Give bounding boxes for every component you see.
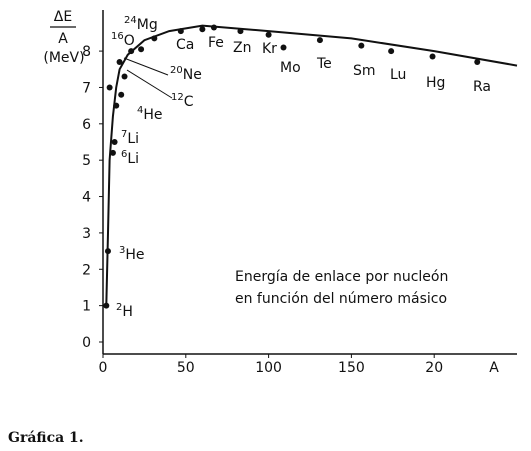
y-tick-label: 1	[82, 299, 91, 315]
data-point	[128, 48, 135, 55]
x-tick-label: 150	[338, 360, 365, 376]
data-point	[210, 24, 217, 31]
x-axis-label: A	[489, 360, 499, 376]
data-point	[358, 42, 365, 49]
element-label: 2H	[116, 302, 133, 320]
element-label: Ra	[473, 79, 491, 95]
element-symbol: O	[124, 33, 135, 49]
y-tick-label: 8	[82, 44, 91, 60]
data-point	[138, 46, 145, 53]
mass-number: 4	[137, 105, 143, 116]
data-point	[388, 48, 395, 55]
data-point	[104, 248, 111, 255]
data-point	[111, 139, 118, 145]
x-tick-label: 100	[255, 360, 282, 376]
data-point	[151, 35, 158, 42]
element-symbol: Fe	[208, 35, 224, 51]
element-label: Hg	[426, 75, 445, 91]
y-tick-label: 3	[82, 226, 91, 242]
element-label: 12C	[171, 92, 194, 110]
y-label-bottom: A	[58, 31, 68, 47]
element-label: 24Mg	[124, 15, 158, 33]
element-symbol: Sm	[353, 63, 376, 79]
element-label: 20Ne	[170, 65, 202, 83]
element-symbol: He	[125, 247, 144, 263]
data-point	[265, 31, 272, 38]
y-tick-label: 4	[82, 190, 91, 206]
data-point	[121, 73, 128, 80]
element-symbol: H	[122, 304, 133, 320]
y-label-unit: (MeV)	[43, 50, 84, 66]
y-tick-label: 5	[82, 153, 91, 169]
mass-number: 20	[170, 65, 183, 76]
element-symbol: Kr	[262, 41, 277, 57]
data-point	[199, 26, 206, 33]
element-label: Sm	[353, 63, 376, 79]
mass-number: 24	[124, 15, 137, 26]
y-tick-label: 7	[82, 80, 91, 96]
data-point	[113, 102, 120, 109]
data-point	[109, 149, 116, 156]
element-label: Mo	[280, 60, 301, 76]
mass-number: 3	[119, 245, 125, 256]
mass-number: 7	[121, 129, 127, 140]
element-symbol: Li	[127, 131, 139, 147]
element-symbol: Ra	[473, 79, 491, 95]
mass-number: 12	[171, 92, 184, 103]
data-point	[177, 28, 184, 35]
y-tick-label: 6	[82, 117, 91, 133]
data-point	[103, 302, 110, 309]
caption: Gráfica 1.	[8, 430, 84, 446]
x-tick-label: 50	[177, 360, 195, 376]
note-line: en función del número másico	[235, 291, 447, 307]
element-label: 6Li	[121, 149, 139, 167]
element-symbol: C	[184, 94, 194, 110]
element-symbol: Zn	[233, 40, 251, 56]
data-point	[116, 59, 123, 65]
x-tick-label: 20	[425, 360, 443, 376]
element-symbol: Mo	[280, 60, 301, 76]
data-point	[106, 84, 113, 91]
curve	[105, 24, 518, 306]
element-label: 16O	[111, 31, 135, 49]
element-symbol: He	[143, 107, 162, 123]
leader-line	[123, 57, 169, 76]
element-label: Zn	[233, 40, 251, 56]
element-symbol: Lu	[390, 67, 406, 83]
y-tick-label: 0	[82, 335, 91, 351]
element-label: Ca	[176, 37, 194, 53]
leader-line	[126, 69, 173, 99]
data-point	[474, 59, 481, 65]
element-label: Te	[316, 56, 332, 72]
mass-number: 2	[116, 302, 122, 313]
element-symbol: Te	[316, 56, 332, 72]
mass-number: 6	[121, 149, 127, 160]
element-label: Fe	[208, 35, 224, 51]
data-point	[280, 44, 287, 51]
element-symbol: Mg	[137, 17, 158, 33]
mass-number: 16	[111, 31, 124, 42]
element-symbol: Hg	[426, 75, 445, 91]
data-point	[316, 37, 323, 44]
y-label-top: ΔE	[54, 9, 72, 25]
element-symbol: Ca	[176, 37, 194, 53]
x-tick-label: 0	[99, 360, 108, 376]
element-symbol: Ne	[183, 67, 202, 83]
element-label: Kr	[262, 41, 277, 57]
element-label: 4He	[137, 105, 163, 123]
note-line: Energía de enlace por nucleón	[235, 269, 448, 285]
element-label: 7Li	[121, 129, 139, 147]
element-symbol: Li	[127, 151, 139, 167]
data-point	[237, 28, 244, 35]
element-label: Lu	[390, 67, 406, 83]
y-tick-label: 2	[82, 262, 91, 278]
data-point	[429, 53, 436, 60]
data-point	[118, 91, 125, 98]
element-label: 3He	[119, 245, 145, 263]
